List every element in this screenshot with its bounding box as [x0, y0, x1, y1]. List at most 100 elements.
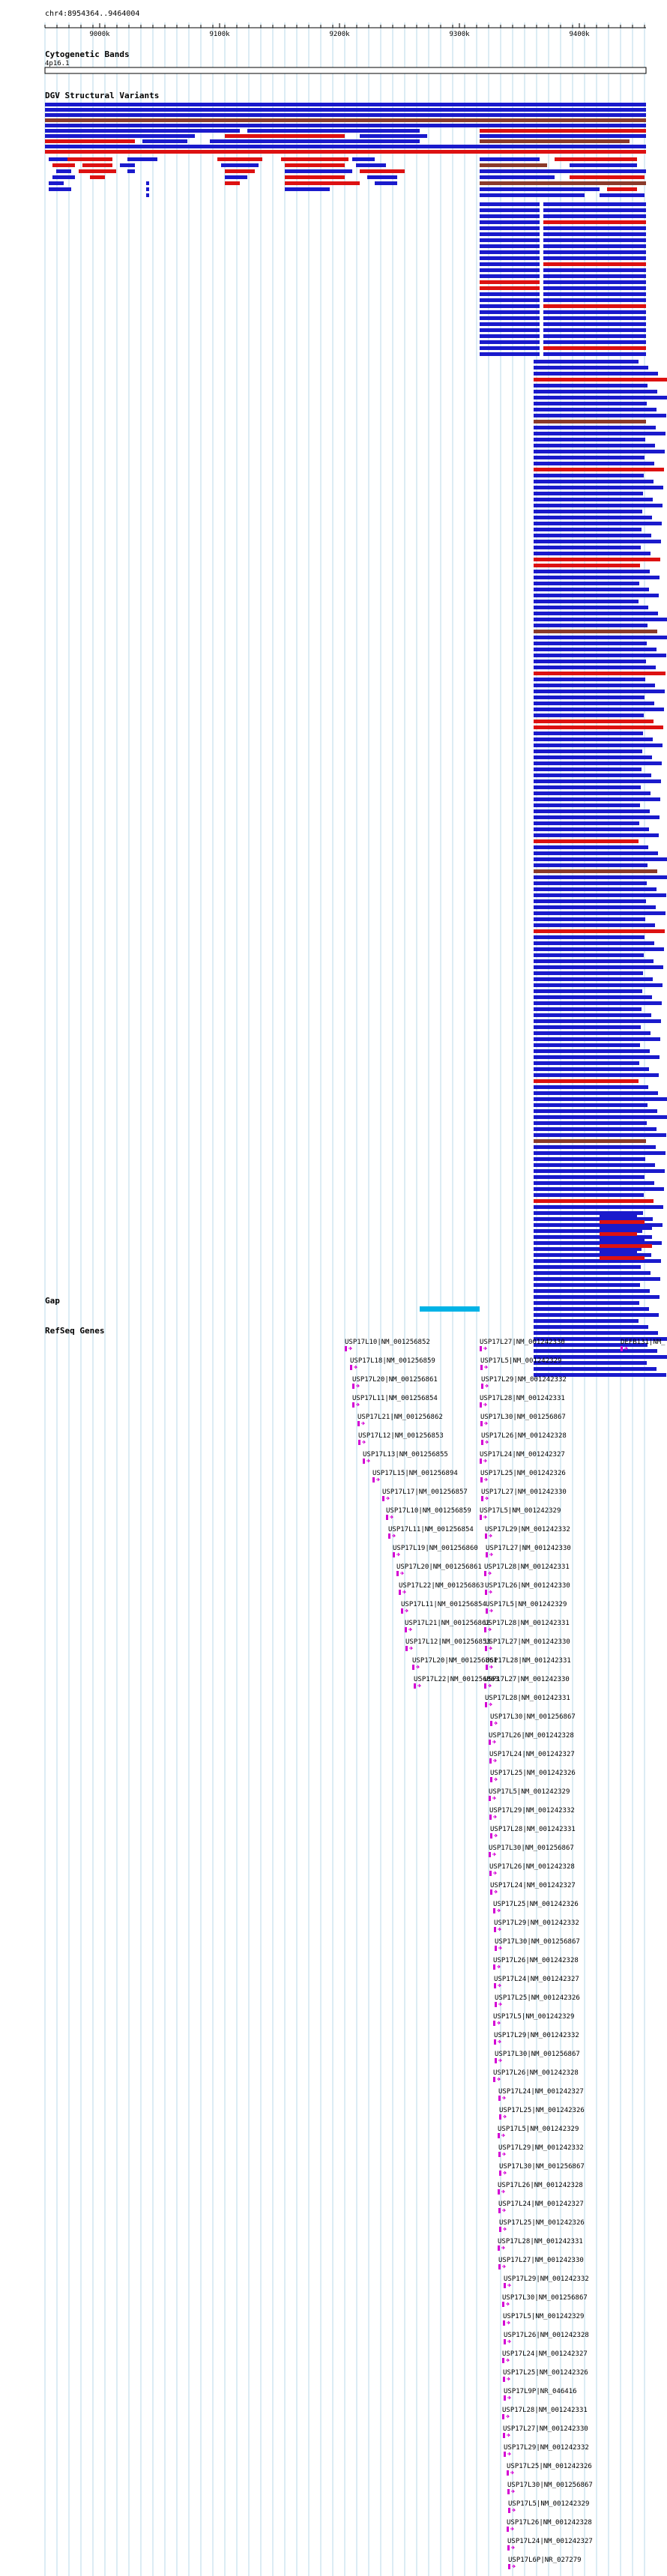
- variant-bar[interactable]: [543, 352, 646, 356]
- variant-bar[interactable]: [534, 1103, 648, 1107]
- variant-bar[interactable]: [534, 1307, 649, 1311]
- variant-bar[interactable]: [45, 134, 195, 138]
- variant-bar[interactable]: [543, 280, 646, 284]
- gene-exon[interactable]: [507, 2527, 509, 2532]
- variant-bar[interactable]: [543, 274, 646, 278]
- variant-bar[interactable]: [480, 256, 540, 260]
- variant-bar[interactable]: [543, 220, 646, 224]
- variant-bar[interactable]: [480, 157, 540, 161]
- variant-bar[interactable]: [534, 977, 653, 981]
- gene-label[interactable]: USP17L26|NM_001242328: [489, 1863, 575, 1871]
- gene-exon[interactable]: [489, 1796, 491, 1801]
- gene-exon[interactable]: [503, 2320, 505, 2326]
- variant-bar[interactable]: [480, 181, 646, 185]
- variant-bar[interactable]: [534, 546, 641, 549]
- gene-label[interactable]: USP17L29|NM_001242332: [494, 2032, 579, 2039]
- gene-label[interactable]: USP17L27|NM_001242330: [480, 1339, 565, 1346]
- gene-label[interactable]: USP17L28|NM_001242331: [498, 2238, 583, 2245]
- variant-bar[interactable]: [543, 262, 646, 266]
- variant-bar[interactable]: [225, 181, 240, 185]
- gene-label[interactable]: USP17L19|NM_001256860: [393, 1545, 478, 1552]
- gene-label[interactable]: USP17L25|NM_001242326: [490, 1770, 576, 1777]
- gene-exon[interactable]: [495, 2002, 497, 2007]
- gene-label[interactable]: USP17L10|NM_001256859: [386, 1507, 471, 1515]
- variant-bar[interactable]: [480, 226, 540, 230]
- gene-label[interactable]: USP17L18|NM_001256859: [350, 1357, 435, 1365]
- gene-exon[interactable]: [498, 2264, 501, 2269]
- variant-bar[interactable]: [534, 1301, 639, 1305]
- gene-exon[interactable]: [388, 1533, 390, 1539]
- variant-bar[interactable]: [127, 169, 135, 173]
- variant-bar[interactable]: [52, 163, 75, 167]
- gene-exon[interactable]: [363, 1459, 365, 1464]
- variant-bar[interactable]: [543, 340, 646, 344]
- variant-bar[interactable]: [534, 372, 658, 375]
- variant-bar[interactable]: [480, 208, 540, 212]
- gene-exon[interactable]: [495, 1946, 497, 1951]
- variant-bar[interactable]: [534, 1145, 656, 1149]
- variant-bar[interactable]: [534, 833, 659, 837]
- gene-exon[interactable]: [382, 1496, 384, 1501]
- variant-bar[interactable]: [543, 214, 646, 218]
- variant-bar[interactable]: [534, 378, 667, 381]
- gene-exon[interactable]: [484, 1683, 486, 1689]
- gene-exon[interactable]: [498, 2152, 501, 2157]
- gene-label[interactable]: USP17L30|NM_001256867: [495, 1938, 580, 1946]
- variant-bar[interactable]: [480, 250, 540, 254]
- gene-exon[interactable]: [480, 1515, 482, 1520]
- gene-exon[interactable]: [352, 1402, 354, 1408]
- gene-label[interactable]: USP17L29|NM_001242332: [489, 1807, 575, 1815]
- variant-bar[interactable]: [534, 522, 662, 525]
- gene-label[interactable]: USP17L30|NM_001256867: [495, 2051, 580, 2058]
- variant-bar[interactable]: [534, 1217, 653, 1221]
- variant-bar[interactable]: [534, 851, 658, 855]
- variant-bar[interactable]: [534, 516, 652, 519]
- variant-bar[interactable]: [534, 971, 643, 975]
- variant-bar[interactable]: [210, 139, 420, 143]
- variant-bar[interactable]: [534, 1031, 651, 1035]
- gene-label[interactable]: USP17L5|NM_001242329: [486, 1601, 567, 1608]
- refseq-genes[interactable]: USP17L10|NM_001256852 USP17L18|NM_0012568…: [345, 1339, 666, 2569]
- gene-label[interactable]: USP17L11|NM_001256854: [388, 1526, 474, 1533]
- variant-bar[interactable]: [534, 785, 641, 789]
- variant-bar[interactable]: [534, 708, 664, 711]
- gene-label[interactable]: USP17L27|NM_001242330: [486, 1545, 571, 1552]
- variant-bar[interactable]: [600, 1220, 645, 1224]
- variant-bar[interactable]: [146, 181, 149, 185]
- gene-label[interactable]: USP17L24|NM_001242327: [498, 2201, 584, 2208]
- variant-bar[interactable]: [543, 328, 646, 332]
- variant-bar[interactable]: [534, 426, 656, 429]
- variant-bar[interactable]: [534, 1097, 667, 1101]
- variant-bar[interactable]: [67, 157, 105, 161]
- gene-label[interactable]: USP17L5|NM_001242329: [503, 2313, 584, 2320]
- variant-bar[interactable]: [534, 558, 660, 561]
- variant-bar[interactable]: [534, 1277, 660, 1281]
- variant-bar[interactable]: [534, 1319, 639, 1323]
- gene-exon[interactable]: [484, 1571, 486, 1576]
- variant-bar[interactable]: [534, 1253, 651, 1257]
- variant-bar[interactable]: [543, 238, 646, 242]
- variant-bar[interactable]: [534, 857, 667, 861]
- variant-bar[interactable]: [534, 630, 657, 633]
- variant-bar[interactable]: [534, 749, 642, 753]
- gene-exon[interactable]: [480, 1346, 482, 1351]
- variant-bar[interactable]: [90, 175, 105, 179]
- variant-bar[interactable]: [534, 486, 663, 489]
- gene-label[interactable]: DEFB131|NM_: [621, 1339, 666, 1346]
- gene-label[interactable]: USP17L29|NM_001242332: [485, 1526, 570, 1533]
- variant-bar[interactable]: [534, 1355, 667, 1359]
- variant-bar[interactable]: [534, 863, 648, 867]
- variant-bar[interactable]: [534, 456, 645, 459]
- variant-bar[interactable]: [534, 582, 639, 585]
- variant-bar[interactable]: [534, 468, 664, 471]
- variant-bar[interactable]: [534, 696, 645, 699]
- gene-exon[interactable]: [393, 1552, 395, 1557]
- variant-bar[interactable]: [534, 989, 642, 993]
- variant-bar[interactable]: [543, 250, 646, 254]
- variant-bar[interactable]: [534, 414, 666, 417]
- gene-exon[interactable]: [490, 1777, 492, 1782]
- variant-bar[interactable]: [534, 827, 649, 831]
- gene-label[interactable]: USP17L29|NM_001242332: [498, 2144, 584, 2152]
- variant-bar[interactable]: [285, 169, 352, 173]
- variant-bar[interactable]: [534, 1067, 649, 1071]
